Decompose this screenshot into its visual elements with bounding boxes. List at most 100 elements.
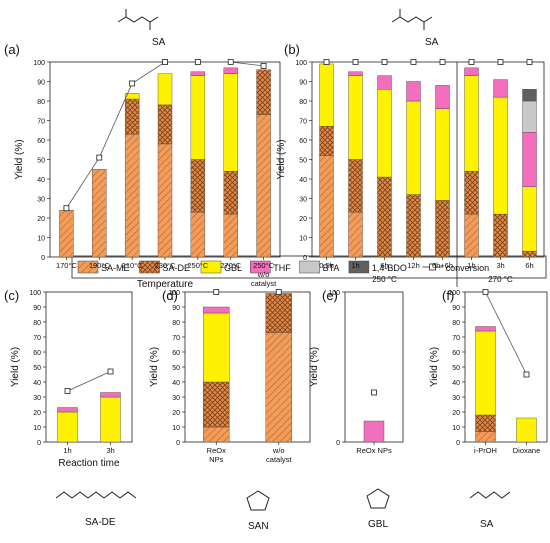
x-tick-label: ReOx NPs	[356, 446, 392, 455]
legend-item-sa-me: SA-ME	[77, 260, 130, 274]
y-tick-label: 70	[172, 335, 180, 342]
y-tick-label: 20	[172, 410, 180, 417]
y-tick-label: 10	[452, 425, 460, 432]
bar-thf	[57, 407, 78, 413]
conversion-point	[482, 289, 489, 295]
y-tick-label: 100	[328, 290, 340, 297]
x-tick-label: catalyst	[251, 279, 277, 288]
bar-pattern-sa-de	[158, 104, 172, 144]
legend-label: conversion	[446, 263, 490, 273]
x-tick-label: w/o	[272, 446, 285, 455]
bar-pattern-sa-me	[190, 212, 205, 257]
x-tick-label: 3h	[106, 446, 114, 455]
bar-thf	[190, 71, 206, 76]
bar-gbl	[124, 92, 140, 100]
y-axis-label: Yield (%)	[149, 347, 160, 387]
bar-thf	[377, 75, 392, 90]
y-tick-label: 10	[299, 236, 307, 243]
bar-pattern-sa-de	[435, 200, 450, 257]
bar-gbl	[348, 75, 363, 160]
x-axis-label: Temperature	[137, 279, 194, 290]
conversion-point	[371, 389, 377, 396]
y-tick-label: 40	[452, 380, 460, 387]
panel-b: (b) 0 10 20 30 40 50 60 70 80 90 100 Yield (%) 0.5h 1h…	[276, 42, 545, 287]
conversion-point	[526, 59, 533, 65]
legend-swatch-pattern	[139, 261, 160, 273]
legend-swatch	[200, 260, 222, 274]
legend-label: THF	[273, 263, 291, 273]
y-tick-label: 80	[452, 320, 460, 327]
y-tick-label: 0	[456, 440, 460, 447]
bar-pattern-sa-me	[464, 214, 479, 257]
conversion-point	[260, 63, 267, 69]
bar-pattern-sa-de	[319, 126, 334, 156]
y-tick-label: 20	[299, 216, 307, 223]
x-axis-label: Reaction time	[58, 458, 120, 469]
x-tick-label: 170°C	[56, 261, 78, 270]
plot-frame	[311, 61, 545, 258]
y-tick-label: 30	[172, 395, 180, 402]
bar-gbl	[157, 73, 173, 106]
y-tick-label: 60	[172, 350, 180, 357]
bar-pattern-sa-me	[319, 155, 334, 257]
y-tick-label: 0	[303, 255, 307, 262]
y-axis-label: Yield (%)	[429, 347, 440, 387]
conversion-point	[162, 59, 168, 65]
y-tick-label: 30	[452, 395, 460, 402]
bar-thf	[464, 67, 479, 76]
bar-thf	[522, 131, 537, 187]
x-tick-label: i-PrOH	[474, 446, 497, 455]
conversion-point	[129, 80, 136, 87]
y-tick-label: 40	[172, 380, 180, 387]
structure-sa-a: SA	[117, 9, 166, 48]
bar-pattern-sa-de	[190, 159, 205, 213]
y-tick-label: 90	[33, 305, 41, 312]
y-tick-label: 50	[452, 365, 460, 372]
conversion-point	[381, 59, 388, 65]
y-tick-label: 90	[452, 305, 460, 312]
y-tick-label: 40	[33, 380, 41, 387]
bar-pattern-sa-de	[464, 171, 479, 215]
bar-thf	[435, 85, 450, 110]
y-tick-label: 70	[452, 335, 460, 342]
bar-thf	[348, 71, 363, 76]
legend-item-sa-de: SA-DE	[139, 260, 190, 274]
y-tick-label: 80	[37, 99, 45, 106]
structure-label-b: SA	[425, 37, 439, 48]
y-tick-label: 20	[33, 410, 41, 417]
bar-thf	[493, 79, 508, 98]
x-tick-label: 0.5h	[319, 261, 334, 270]
bar-pattern-sa-me	[348, 212, 363, 257]
structure-label-f: SA	[480, 519, 494, 530]
y-tick-label: 30	[299, 197, 307, 204]
bar-pattern-sa-de	[475, 415, 496, 432]
x-tick-label: 6h	[525, 261, 533, 270]
y-tick-label: 20	[37, 216, 45, 223]
bar-thf	[475, 326, 496, 332]
legend-label: GBL	[224, 263, 242, 273]
bar-pattern-sa-me	[475, 431, 496, 442]
y-tick-label: 10	[33, 425, 41, 432]
y-tick-label: 70	[299, 119, 307, 126]
x-tick-label: w/o	[257, 270, 270, 279]
structure-gbl: GBL	[366, 488, 390, 530]
conversion-point	[323, 59, 330, 65]
bar-gbl	[516, 417, 537, 443]
y-tick-label: 80	[33, 320, 41, 327]
bar-pattern-sa-de	[125, 99, 140, 135]
y-tick-label: 10	[172, 425, 180, 432]
y-tick-label: 40	[37, 177, 45, 184]
y-tick-label: 70	[33, 335, 41, 342]
legend-swatch-pattern	[78, 261, 98, 273]
bar-gbl	[223, 73, 238, 172]
bar-gbl	[435, 108, 450, 201]
y-tick-label: 100	[33, 60, 45, 67]
conversion-point	[275, 289, 282, 295]
structure-sa-de: SA-DE	[55, 491, 137, 528]
panel-f: (f) 0 10 20 30 40 50 60 70 80 90 100 Yield (%) i-PrOH…	[429, 288, 548, 455]
y-tick-label: 70	[37, 119, 45, 126]
conversion-point	[63, 205, 70, 212]
legend-label: 1,4-BDO	[372, 263, 407, 273]
y-tick-label: 50	[33, 365, 41, 372]
